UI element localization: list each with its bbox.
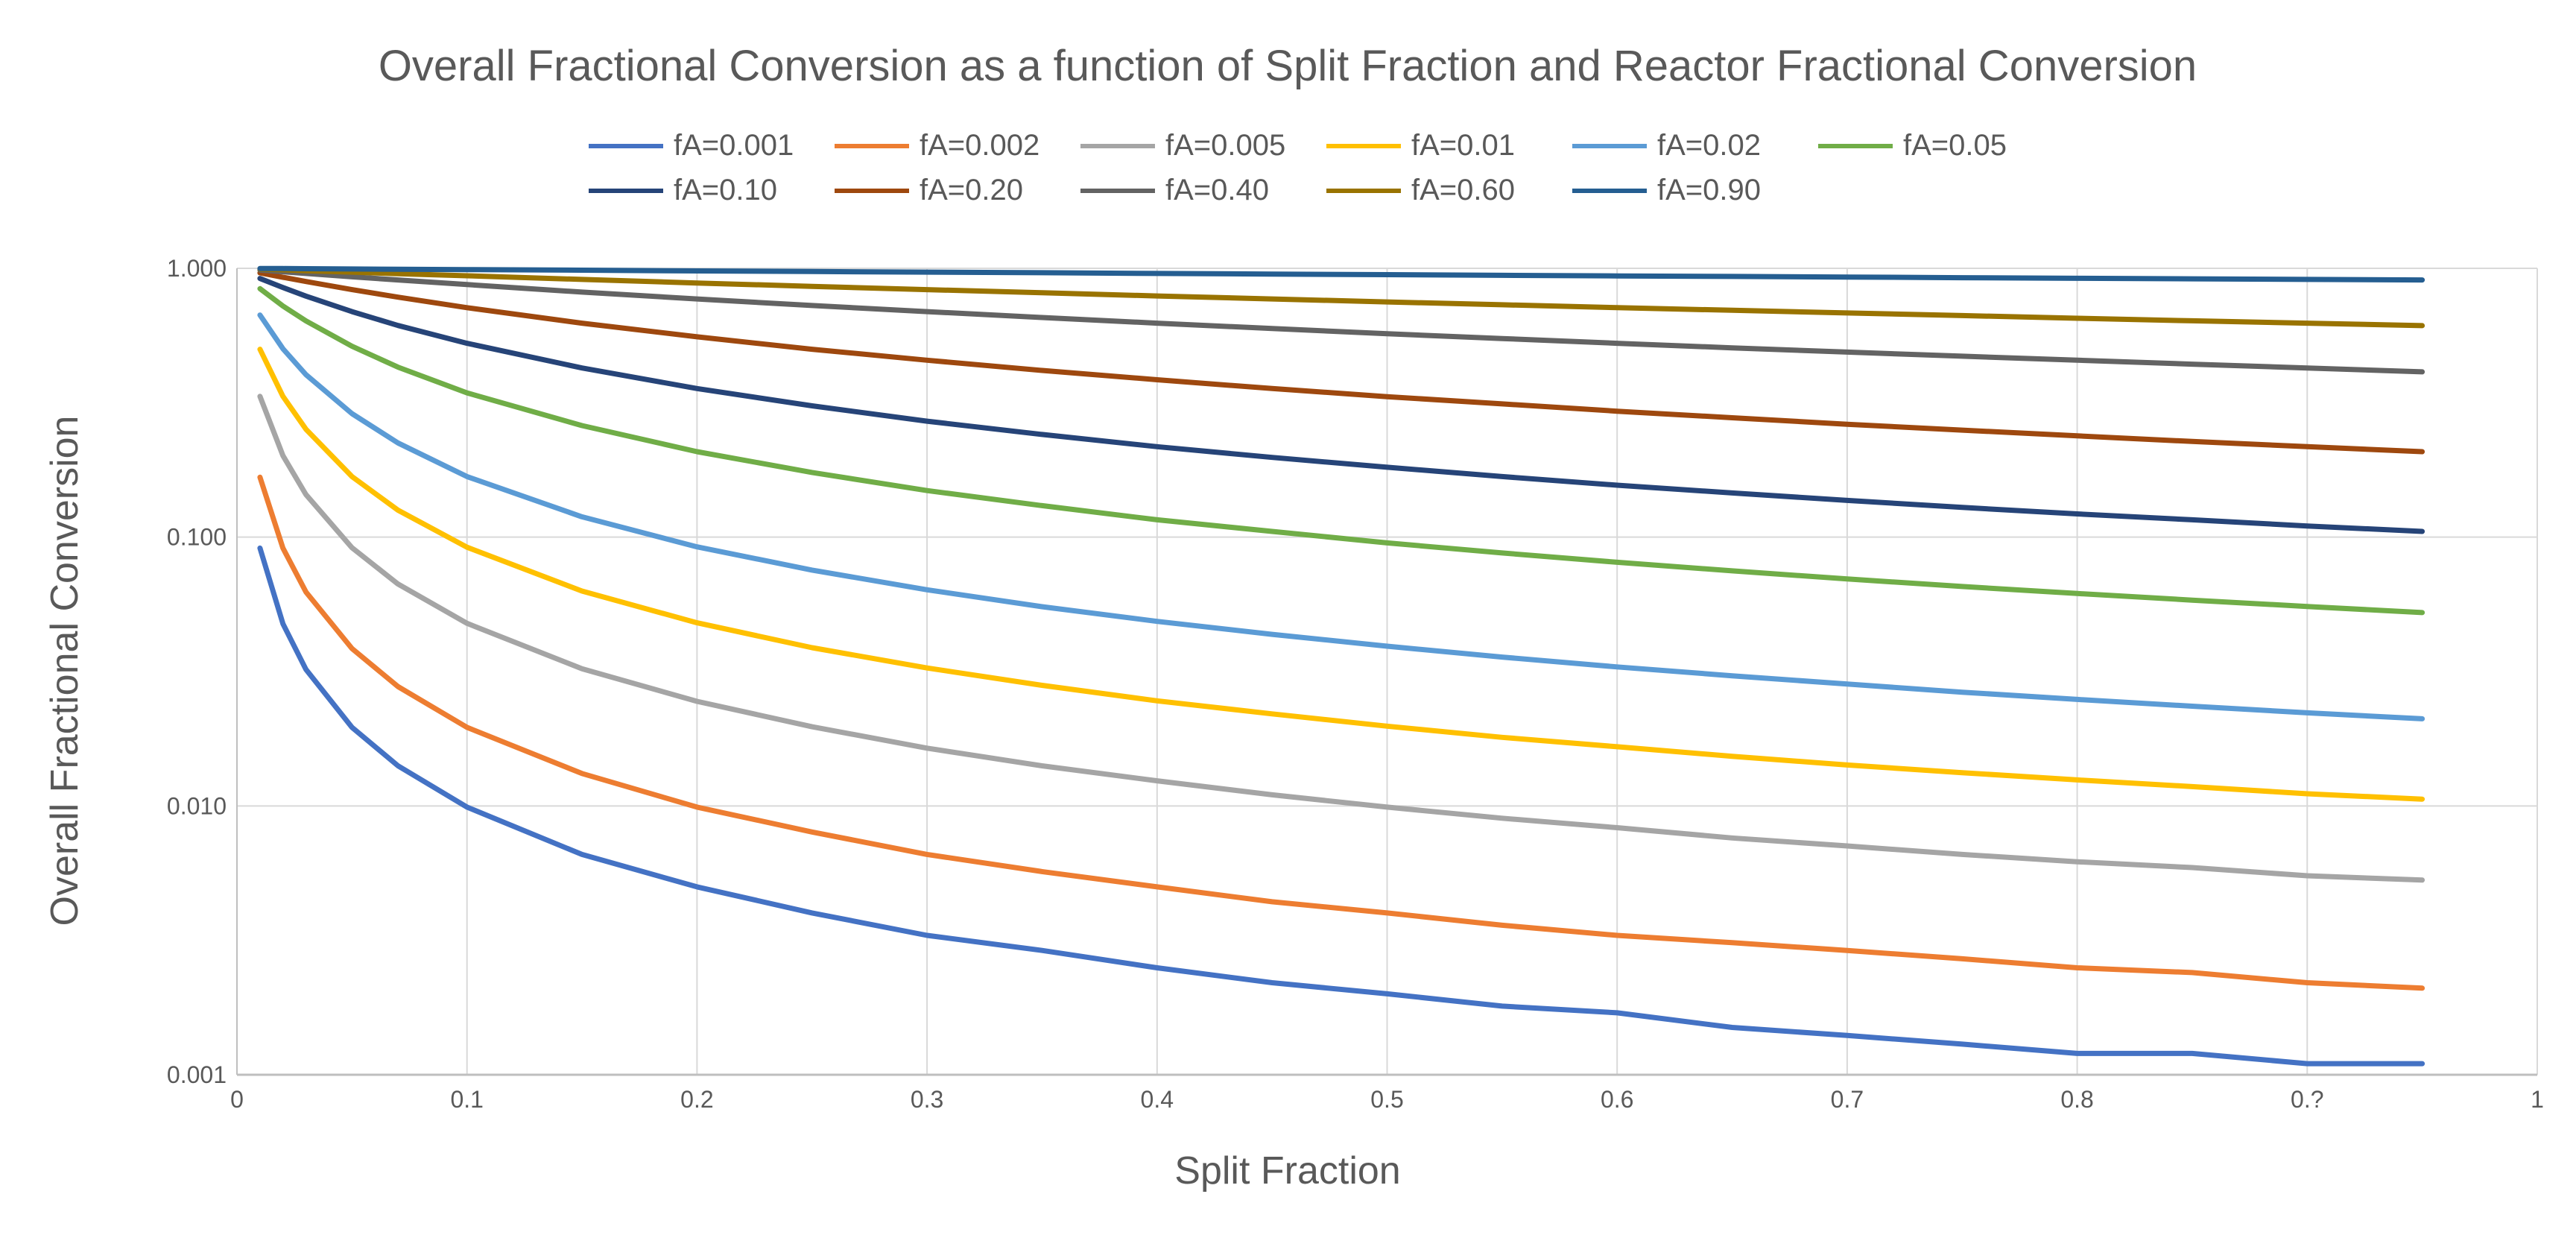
x-tick-label: 0.1	[450, 1086, 483, 1113]
legend-label: fA=0.002	[920, 129, 1039, 162]
series-line	[257, 545, 2425, 1067]
x-tick-label: 0.?	[2291, 1086, 2323, 1113]
y-tick-label: 0.010	[167, 792, 227, 819]
y-axis-title: Overall Fractional Conversion	[43, 416, 86, 926]
legend-label: fA=0.001	[674, 129, 794, 162]
legend-label: fA=0.02	[1657, 129, 1761, 162]
x-axis-title: Split Fraction	[1174, 1149, 1400, 1193]
x-tick-label: 0.3	[911, 1086, 943, 1113]
x-tick-label: 0.8	[2060, 1086, 2093, 1113]
legend: fA=0.001 fA=0.002 fA=0.005 fA=0.01 fA=0.02 fA…	[589, 129, 2007, 206]
series-line	[257, 312, 2425, 721]
series-line	[257, 347, 2425, 802]
series-line	[257, 474, 2425, 991]
x-tick-label: 0.5	[1370, 1086, 1403, 1113]
x-tick-label: 0.6	[1601, 1086, 1633, 1113]
x-tick-label: 0.2	[680, 1086, 713, 1113]
legend-label: fA=0.01	[1411, 129, 1515, 162]
legend-label: fA=0.10	[674, 174, 777, 206]
legend-label: fA=0.90	[1657, 174, 1761, 206]
legend-label: fA=0.20	[920, 174, 1023, 206]
legend-label: fA=0.05	[1903, 129, 2007, 162]
chart-title: Overall Fractional Conversion as a funct…	[379, 42, 2197, 90]
x-tick-label: 0	[230, 1086, 244, 1113]
legend-label: fA=0.40	[1165, 174, 1269, 206]
ticks: 0 0.1 0.2 0.3 0.4 0.5 0.6 0.7 0.8 0.? 1 0.001 0.010 0…	[167, 255, 2544, 1113]
y-tick-label: 1.000	[167, 255, 227, 282]
legend-label: fA=0.005	[1165, 129, 1285, 162]
grid	[236, 268, 2538, 1076]
x-tick-label: 0.4	[1141, 1086, 1174, 1113]
series-line	[257, 285, 2425, 616]
series-line	[257, 394, 2425, 883]
series-line	[257, 270, 2425, 455]
series-group	[257, 265, 2425, 1067]
y-tick-label: 0.001	[167, 1061, 227, 1088]
series-line	[257, 276, 2425, 534]
x-tick-label: 0.7	[1831, 1086, 1864, 1113]
series-line	[257, 265, 2425, 283]
axes	[236, 268, 2537, 1076]
y-tick-label: 0.100	[167, 524, 227, 551]
x-tick-label: 1	[2531, 1086, 2544, 1113]
series-line	[257, 266, 2425, 329]
series-line	[257, 267, 2425, 375]
legend-label: fA=0.60	[1411, 174, 1515, 206]
